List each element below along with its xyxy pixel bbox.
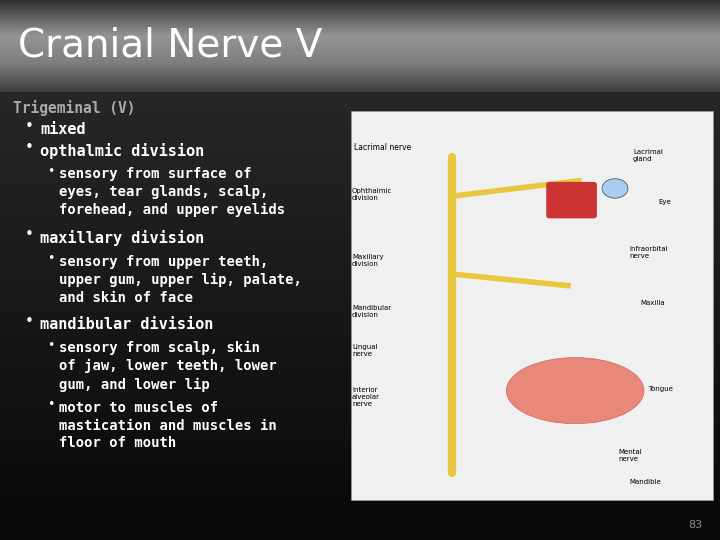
FancyBboxPatch shape (0, 0, 720, 2)
FancyBboxPatch shape (0, 52, 720, 55)
Text: Mandible: Mandible (629, 479, 661, 485)
FancyBboxPatch shape (0, 77, 720, 79)
FancyBboxPatch shape (0, 22, 720, 24)
FancyBboxPatch shape (0, 37, 720, 40)
FancyBboxPatch shape (0, 26, 720, 29)
FancyBboxPatch shape (0, 32, 720, 35)
FancyBboxPatch shape (0, 60, 720, 63)
Text: Maxilla: Maxilla (640, 300, 665, 306)
Text: •: • (47, 339, 54, 352)
FancyBboxPatch shape (0, 2, 720, 5)
FancyBboxPatch shape (0, 57, 720, 60)
FancyBboxPatch shape (0, 11, 720, 14)
Text: mixed: mixed (40, 122, 86, 137)
FancyBboxPatch shape (0, 56, 720, 58)
Text: Mental
nerve: Mental nerve (618, 449, 642, 462)
FancyBboxPatch shape (0, 59, 720, 61)
FancyBboxPatch shape (0, 68, 720, 70)
Text: •: • (47, 252, 54, 265)
Text: sensory from scalp, skin
of jaw, lower teeth, lower
gum, and lower lip: sensory from scalp, skin of jaw, lower t… (59, 341, 276, 392)
Text: Eye: Eye (659, 199, 671, 205)
FancyBboxPatch shape (0, 86, 720, 89)
Text: sensory from surface of
eyes, tear glands, scalp,
forehead, and upper eyelids: sensory from surface of eyes, tear gland… (59, 167, 285, 217)
Text: motor to muscles of
mastication and muscles in
floor of mouth: motor to muscles of mastication and musc… (59, 401, 276, 450)
Text: •: • (24, 119, 33, 134)
Text: •: • (24, 314, 33, 329)
FancyBboxPatch shape (0, 80, 720, 83)
Text: opthalmic division: opthalmic division (40, 143, 204, 159)
FancyBboxPatch shape (0, 23, 720, 26)
FancyBboxPatch shape (0, 66, 720, 69)
FancyBboxPatch shape (0, 45, 720, 48)
FancyBboxPatch shape (0, 87, 720, 90)
FancyBboxPatch shape (0, 8, 720, 11)
FancyBboxPatch shape (0, 36, 720, 38)
FancyBboxPatch shape (0, 76, 720, 78)
Text: Lacrimal nerve: Lacrimal nerve (354, 143, 412, 152)
FancyBboxPatch shape (0, 85, 720, 87)
FancyBboxPatch shape (0, 74, 720, 77)
FancyBboxPatch shape (0, 82, 720, 84)
Text: Mandibular
division: Mandibular division (352, 305, 391, 318)
Text: sensory from upper teeth,
upper gum, upper lip, palate,
and skin of face: sensory from upper teeth, upper gum, upp… (59, 255, 302, 305)
FancyBboxPatch shape (0, 31, 720, 33)
Text: Tongue: Tongue (647, 386, 672, 392)
FancyBboxPatch shape (0, 71, 720, 73)
FancyBboxPatch shape (0, 54, 720, 57)
Text: 83: 83 (688, 520, 702, 530)
FancyBboxPatch shape (351, 111, 713, 500)
Text: Trigeminal (V): Trigeminal (V) (13, 100, 135, 116)
FancyBboxPatch shape (546, 182, 597, 218)
Text: mandibular division: mandibular division (40, 317, 214, 332)
FancyBboxPatch shape (0, 14, 720, 17)
FancyBboxPatch shape (0, 3, 720, 6)
FancyBboxPatch shape (0, 69, 720, 72)
FancyBboxPatch shape (0, 83, 720, 86)
FancyBboxPatch shape (0, 50, 720, 52)
FancyBboxPatch shape (0, 1, 720, 3)
FancyBboxPatch shape (0, 62, 720, 64)
Text: •: • (47, 165, 54, 178)
FancyBboxPatch shape (0, 39, 720, 42)
FancyBboxPatch shape (0, 12, 720, 15)
FancyBboxPatch shape (0, 6, 720, 9)
FancyBboxPatch shape (0, 65, 720, 68)
FancyBboxPatch shape (0, 21, 720, 23)
FancyBboxPatch shape (0, 17, 720, 20)
FancyBboxPatch shape (0, 43, 720, 46)
Text: Lacrimal
gland: Lacrimal gland (633, 149, 663, 162)
FancyBboxPatch shape (0, 42, 720, 44)
Text: Ophthalmic
division: Ophthalmic division (352, 188, 392, 201)
FancyBboxPatch shape (0, 51, 720, 53)
FancyBboxPatch shape (0, 89, 720, 92)
Text: Lingual
nerve: Lingual nerve (352, 343, 377, 356)
Text: Interior
alveolar
nerve: Interior alveolar nerve (352, 387, 380, 407)
Text: Infraorbital
nerve: Infraorbital nerve (629, 246, 668, 259)
FancyBboxPatch shape (0, 28, 720, 31)
FancyBboxPatch shape (0, 16, 720, 18)
FancyBboxPatch shape (0, 78, 720, 81)
Text: •: • (47, 398, 54, 411)
FancyBboxPatch shape (0, 34, 720, 37)
Text: •: • (24, 140, 33, 156)
Text: Cranial Nerve V: Cranial Nerve V (18, 27, 323, 65)
FancyBboxPatch shape (0, 19, 720, 22)
FancyBboxPatch shape (0, 72, 720, 75)
FancyBboxPatch shape (0, 63, 720, 66)
Circle shape (602, 179, 628, 198)
Text: •: • (24, 227, 33, 242)
FancyBboxPatch shape (0, 40, 720, 43)
FancyBboxPatch shape (0, 48, 720, 51)
Ellipse shape (506, 357, 644, 424)
FancyBboxPatch shape (0, 5, 720, 8)
FancyBboxPatch shape (0, 25, 720, 28)
FancyBboxPatch shape (0, 30, 720, 32)
FancyBboxPatch shape (0, 46, 720, 49)
FancyBboxPatch shape (0, 10, 720, 12)
Text: Maxillary
division: Maxillary division (352, 254, 384, 267)
Text: maxillary division: maxillary division (40, 230, 204, 246)
